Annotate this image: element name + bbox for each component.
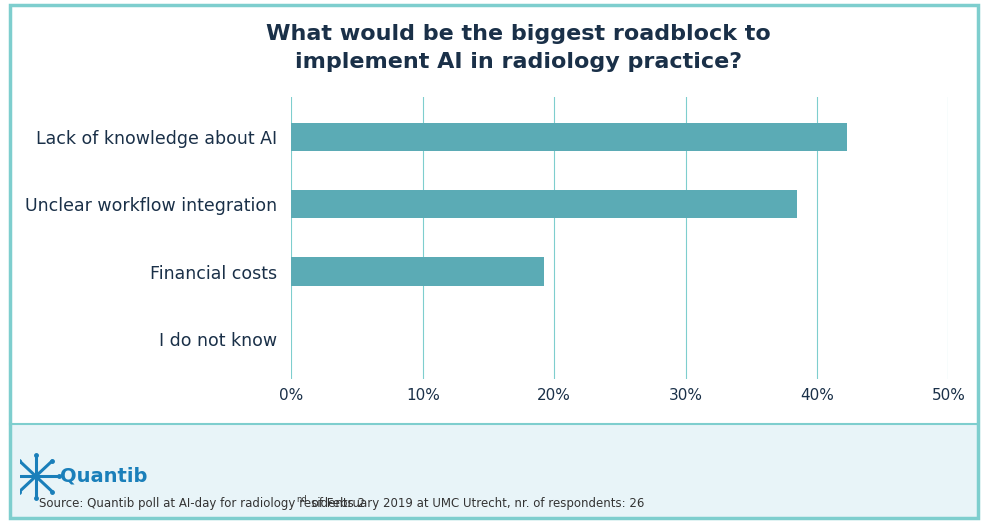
Text: nd: nd	[296, 495, 307, 504]
Text: What would be the biggest roadblock to
implement AI in radiology practice?: What would be the biggest roadblock to i…	[267, 24, 771, 72]
Bar	[291, 257, 543, 286]
FancyBboxPatch shape	[10, 424, 978, 518]
Bar	[291, 123, 848, 151]
Text: of February 2019 at UMC Utrecht, nr. of respondents: 26: of February 2019 at UMC Utrecht, nr. of …	[307, 497, 644, 510]
Bar	[291, 190, 797, 219]
Text: Source: Quantib poll at AI-day for radiology residents 2: Source: Quantib poll at AI-day for radio…	[39, 497, 365, 510]
Text: Quantib: Quantib	[59, 467, 147, 486]
